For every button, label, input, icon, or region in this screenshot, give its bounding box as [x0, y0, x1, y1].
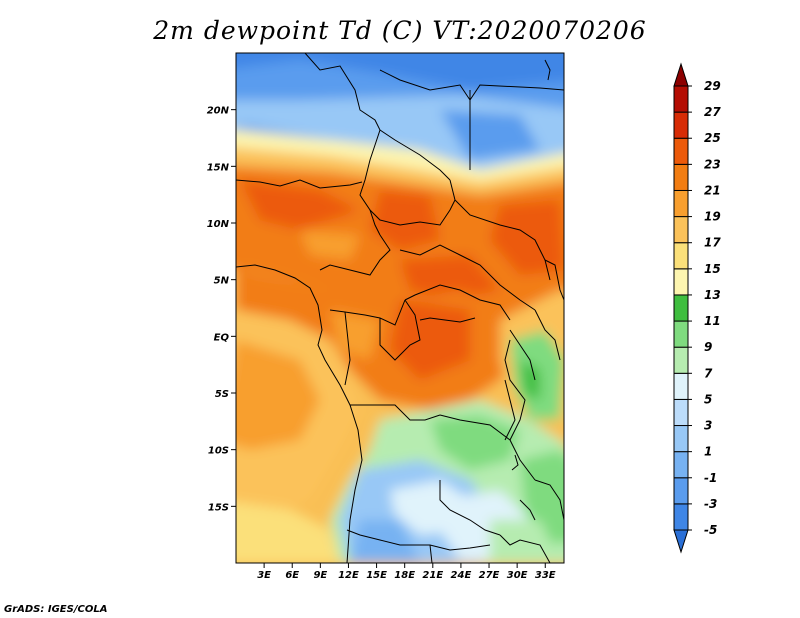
colorbar-box — [673, 425, 689, 453]
lon-tick-label: 30E — [507, 570, 528, 581]
colorbar-label: 19 — [704, 210, 721, 224]
colorbar-label: 29 — [704, 79, 721, 93]
colorbar-box — [673, 216, 689, 244]
colorbar-label: -1 — [704, 471, 717, 485]
colorbar-box — [673, 137, 689, 165]
lon-tick-label: 3E — [257, 570, 271, 581]
colorbar-label: 5 — [704, 392, 712, 406]
lon-tick-label: 12E — [338, 570, 359, 581]
lon-tick-label: 27E — [479, 570, 500, 581]
lat-tick-label: 15S — [208, 502, 229, 513]
colorbar-box — [673, 320, 689, 348]
colorbar-box — [673, 477, 689, 505]
colorbar-box — [673, 451, 689, 479]
colorbar-label: 17 — [704, 236, 721, 250]
colorbar-label: 21 — [704, 183, 721, 197]
latitude-axis: 20N 15N 10N 5N EQ 5S 10S 15S — [207, 106, 236, 513]
colorbar-label: 13 — [704, 288, 721, 302]
colorbar-box — [673, 242, 689, 270]
colorbar-box — [673, 372, 689, 400]
colorbar-box — [673, 294, 689, 322]
lat-tick-label: 5S — [215, 389, 229, 400]
colorbar-label: 11 — [704, 314, 721, 328]
colorbar-min-triangle — [673, 529, 689, 554]
colorbar-box — [673, 346, 689, 374]
colorbar-label: 27 — [704, 105, 721, 119]
colorbar-box — [673, 268, 689, 296]
colorbar-label: 23 — [704, 157, 721, 171]
colorbar-box — [673, 163, 689, 191]
lon-tick-label: 33E — [535, 570, 556, 581]
colorbar-label: -5 — [704, 523, 717, 537]
colorbar-label: 1 — [704, 445, 712, 459]
lat-tick-label: 20N — [207, 106, 230, 117]
colorbar-box — [673, 398, 689, 427]
longitude-axis: 3E 6E 9E 12E 15E 18E 21E 24E 27E 30E 33E — [257, 563, 556, 581]
lon-tick-label: 6E — [285, 570, 299, 581]
lon-tick-label: 9E — [313, 570, 327, 581]
colorbar-label: 25 — [704, 131, 721, 145]
lat-tick-label: 10N — [207, 219, 230, 230]
lat-tick-label: 10S — [208, 446, 229, 457]
grads-credit: GrADS: IGES/COLA — [4, 604, 108, 615]
map-title: 2m dewpoint Td (C) VT:2020070206 — [153, 16, 647, 45]
lat-tick-label: EQ — [214, 332, 230, 343]
dewpoint-field — [236, 53, 564, 563]
lat-tick-label: 5N — [214, 276, 230, 287]
lon-tick-label: 21E — [422, 570, 443, 581]
political-borders — [236, 53, 564, 563]
colorbar-label: 9 — [704, 340, 712, 354]
colorbar-label: -3 — [704, 497, 717, 511]
colorbar-box — [673, 85, 689, 113]
map-frame — [235, 52, 565, 564]
lon-tick-label: 24E — [451, 570, 472, 581]
colorbar-label: 15 — [704, 262, 721, 276]
lon-tick-label: 15E — [366, 570, 387, 581]
colorbar-box — [673, 189, 689, 218]
colorbar-box — [673, 111, 689, 139]
lat-tick-label: 15N — [207, 162, 230, 173]
lon-tick-label: 18E — [394, 570, 415, 581]
colorbar-label: 7 — [704, 366, 713, 380]
colorbar-label: 3 — [704, 419, 712, 433]
colorbar-max-triangle — [673, 62, 689, 87]
colorbar-box — [673, 503, 689, 531]
